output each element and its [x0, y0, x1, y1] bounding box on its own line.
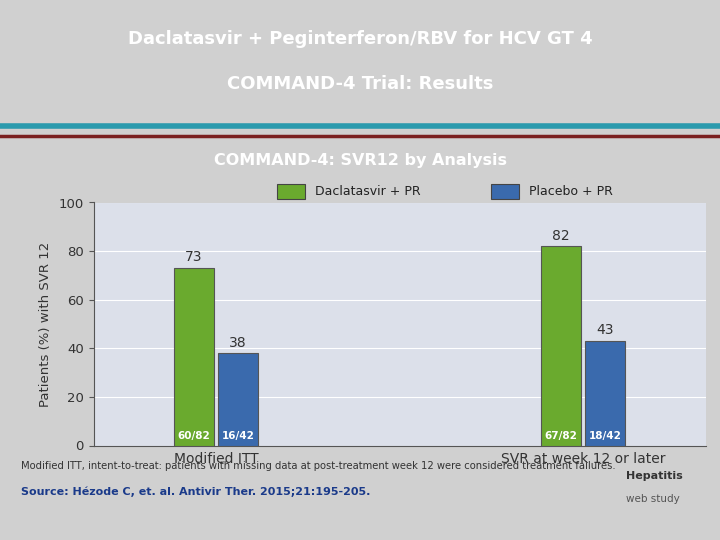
Text: 38: 38	[229, 335, 247, 349]
Text: Daclatasvir + PR: Daclatasvir + PR	[315, 185, 420, 198]
Text: 43: 43	[596, 323, 614, 338]
Text: Source: Hézode C, et. al. Antivir Ther. 2015;21:195-205.: Source: Hézode C, et. al. Antivir Ther. …	[22, 487, 371, 497]
Bar	[491, 184, 519, 199]
Text: 73: 73	[185, 251, 203, 265]
Text: Modified ITT, intent-to-treat: patients with missing data at post-treatment week: Modified ITT, intent-to-treat: patients …	[22, 461, 616, 471]
Text: Hepatitis: Hepatitis	[626, 471, 683, 482]
Text: web study: web study	[626, 494, 680, 504]
Bar	[218, 353, 258, 446]
Text: COMMAND-4 Trial: Results: COMMAND-4 Trial: Results	[227, 75, 493, 93]
Text: 82: 82	[552, 228, 570, 242]
Text: COMMAND-4: SVR12 by Analysis: COMMAND-4: SVR12 by Analysis	[214, 153, 506, 168]
Text: Daclatasvir + Peginterferon/RBV for HCV GT 4: Daclatasvir + Peginterferon/RBV for HCV …	[127, 30, 593, 48]
Text: Placebo + PR: Placebo + PR	[529, 185, 613, 198]
Bar	[174, 268, 214, 446]
Text: 18/42: 18/42	[589, 430, 621, 441]
Bar	[541, 246, 581, 446]
Text: 16/42: 16/42	[222, 430, 254, 441]
Bar	[277, 184, 305, 199]
Text: 67/82: 67/82	[545, 430, 577, 441]
Y-axis label: Patients (%) with SVR 12: Patients (%) with SVR 12	[39, 241, 52, 407]
Text: 60/82: 60/82	[178, 430, 210, 441]
Bar	[585, 341, 626, 446]
